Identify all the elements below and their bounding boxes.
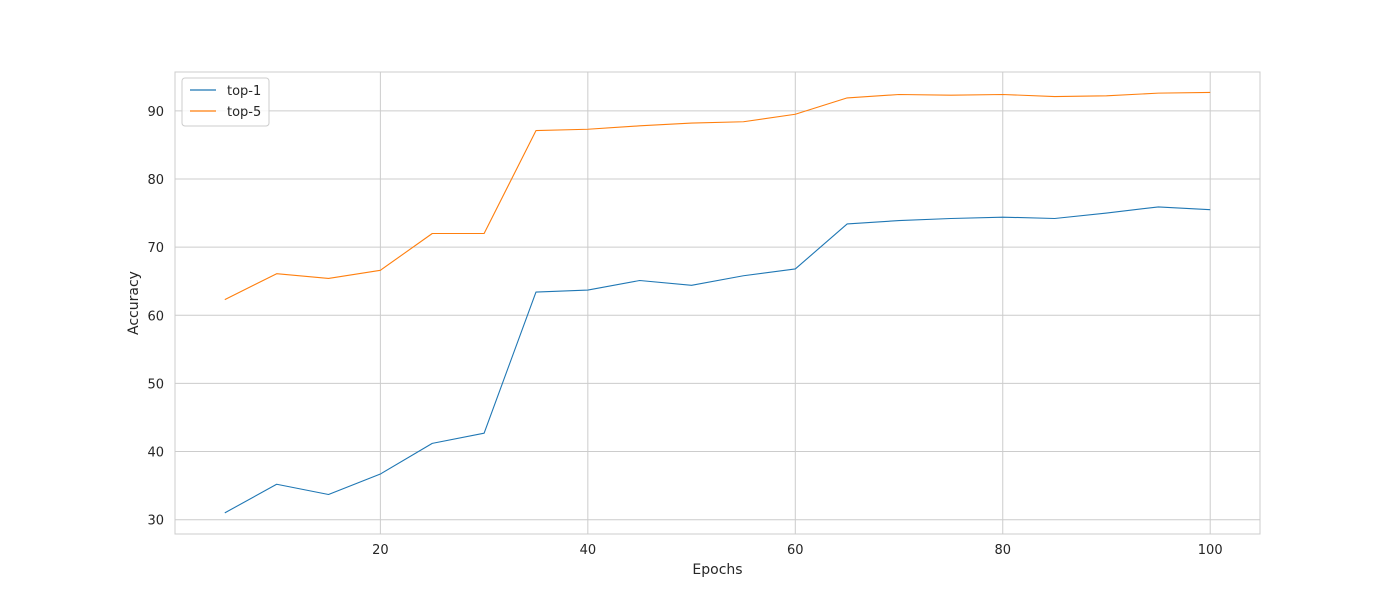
plot-frame bbox=[174, 71, 1261, 535]
y-tick-label: 80 bbox=[147, 173, 164, 188]
series-layer bbox=[224, 91, 1211, 514]
legend-items: top-1 top-5 bbox=[190, 84, 261, 120]
y-axis-label: Accuracy bbox=[126, 271, 142, 335]
y-tick-label: 90 bbox=[147, 105, 164, 120]
x-tick-labels: 20 40 60 80 100 bbox=[372, 543, 1223, 558]
x-tick-label: 100 bbox=[1198, 543, 1223, 558]
x-tick-label: 60 bbox=[787, 543, 804, 558]
y-tick-label: 40 bbox=[147, 446, 164, 461]
series-line-top-1 bbox=[224, 206, 1211, 514]
legend: top-1 top-5 bbox=[181, 77, 270, 127]
series-line-top-5 bbox=[224, 91, 1211, 301]
grid-lines bbox=[175, 72, 1260, 534]
y-tick-label: 70 bbox=[147, 241, 164, 256]
x-axis-label: Epochs bbox=[692, 562, 742, 578]
x-tick-label: 40 bbox=[580, 543, 597, 558]
y-tick-labels: 30 40 50 60 70 80 90 bbox=[147, 105, 164, 529]
y-tick-label: 30 bbox=[147, 514, 164, 529]
x-tick-label: 20 bbox=[372, 543, 389, 558]
y-tick-label: 60 bbox=[147, 309, 164, 324]
y-tick-label: 50 bbox=[147, 377, 164, 392]
x-tick-label: 80 bbox=[994, 543, 1011, 558]
legend-label: top-5 bbox=[227, 105, 261, 120]
legend-label: top-1 bbox=[227, 84, 261, 99]
